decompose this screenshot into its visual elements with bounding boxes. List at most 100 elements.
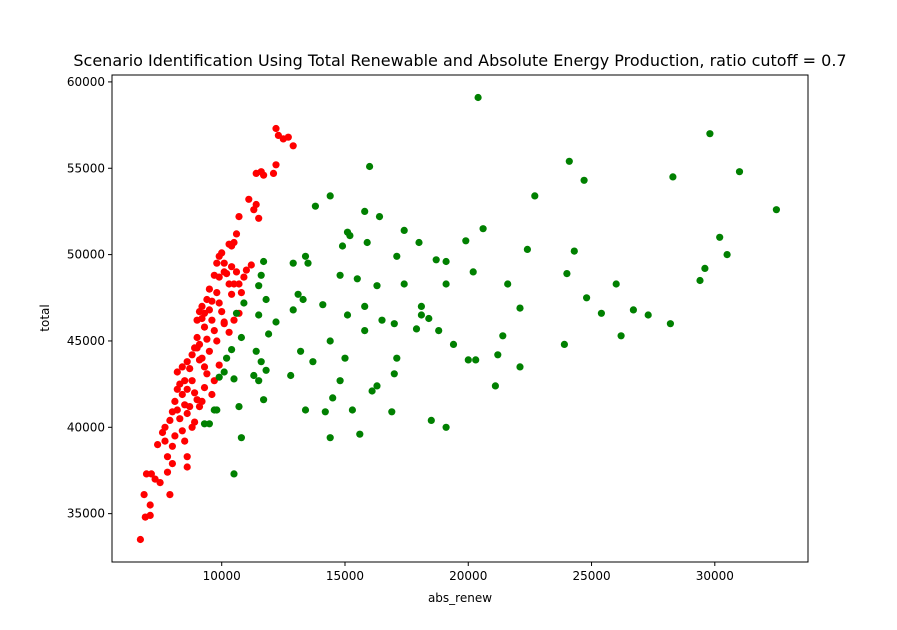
- red-data-point: [232, 268, 241, 276]
- red-data-point: [183, 385, 191, 393]
- red-data-point: [218, 308, 226, 316]
- green-data-point: [494, 351, 502, 359]
- red-data-point: [210, 327, 218, 335]
- red-data-point: [183, 358, 191, 366]
- green-data-point: [531, 192, 539, 200]
- green-data-point: [311, 202, 319, 210]
- red-data-point: [235, 213, 243, 221]
- red-data-point: [163, 468, 172, 476]
- green-data-point: [329, 394, 337, 402]
- green-data-point: [393, 354, 401, 362]
- green-data-point: [255, 377, 263, 385]
- red-data-point: [193, 344, 201, 352]
- green-data-point: [696, 276, 704, 285]
- red-data-point: [161, 423, 169, 431]
- red-data-point: [181, 437, 189, 445]
- red-data-point: [208, 316, 216, 324]
- green-data-point: [272, 318, 280, 326]
- red-data-point: [178, 363, 186, 371]
- plot-area: [111, 74, 809, 563]
- red-data-point: [237, 289, 245, 297]
- green-data-point: [299, 295, 307, 304]
- red-data-point: [173, 406, 181, 414]
- red-data-point: [147, 470, 155, 478]
- green-data-point: [205, 420, 213, 428]
- red-data-point: [176, 415, 184, 423]
- green-data-point: [706, 130, 714, 138]
- red-data-point: [151, 475, 159, 483]
- x-tick-label: 25000: [572, 569, 610, 583]
- green-data-point: [262, 366, 270, 374]
- green-data-point: [289, 306, 297, 314]
- green-data-point: [348, 406, 356, 414]
- green-data-point: [309, 358, 317, 366]
- green-data-point: [400, 280, 408, 288]
- green-data-point: [301, 252, 310, 260]
- green-data-point: [472, 356, 480, 364]
- red-data-point: [146, 511, 154, 519]
- green-data-point: [346, 232, 354, 240]
- green-data-point: [388, 408, 396, 416]
- green-data-point: [516, 304, 524, 312]
- red-data-point: [230, 280, 238, 288]
- red-data-point: [203, 335, 211, 343]
- green-data-point: [262, 295, 270, 304]
- red-data-point: [220, 320, 228, 328]
- green-data-point: [464, 356, 472, 364]
- green-data-point: [304, 259, 312, 267]
- red-data-point: [213, 337, 221, 345]
- red-data-point: [200, 363, 209, 371]
- green-data-point: [375, 213, 384, 221]
- green-data-point: [255, 282, 263, 290]
- green-data-point: [432, 256, 440, 264]
- green-data-point: [363, 238, 371, 247]
- x-axis-ticks: 10000 15000 20000 25000 30000: [203, 562, 734, 583]
- green-data-point: [442, 423, 450, 431]
- green-data-point: [523, 245, 532, 253]
- red-data-point: [136, 535, 144, 544]
- green-data-point: [516, 363, 524, 371]
- red-data-point: [213, 289, 221, 297]
- green-data-point: [220, 368, 228, 376]
- green-data-point: [361, 327, 369, 335]
- red-data-point: [161, 437, 169, 445]
- green-data-point: [353, 275, 361, 283]
- red-data-point: [198, 302, 206, 310]
- red-data-point: [245, 195, 253, 203]
- green-data-point: [326, 192, 334, 200]
- green-data-point: [257, 358, 265, 366]
- red-data-point: [171, 397, 179, 405]
- red-data-point: [203, 370, 211, 378]
- red-data-point: [213, 259, 221, 267]
- red-data-point: [193, 333, 201, 342]
- green-data-point: [504, 280, 512, 288]
- green-data-point: [336, 271, 344, 279]
- red-data-point: [163, 453, 172, 461]
- green-data-point: [240, 299, 248, 307]
- green-data-point: [319, 301, 327, 309]
- plot-frame: [111, 74, 809, 563]
- green-data-point: [772, 206, 781, 214]
- red-data-point: [156, 479, 164, 487]
- red-data-point: [186, 365, 194, 373]
- red-data-point: [208, 297, 216, 305]
- green-data-point: [469, 268, 477, 276]
- green-data-point: [723, 251, 731, 259]
- x-tick-label: 15000: [326, 569, 364, 583]
- red-data-point: [183, 453, 191, 461]
- green-data-point: [669, 173, 677, 181]
- green-data-point: [294, 290, 302, 298]
- red-data-point: [272, 124, 280, 133]
- green-data-point: [373, 282, 381, 290]
- green-data-point: [210, 406, 218, 414]
- red-data-point: [220, 259, 228, 267]
- red-data-point: [200, 384, 209, 392]
- green-data-point: [390, 370, 398, 378]
- green-data-point: [338, 242, 347, 250]
- green-data-point: [321, 408, 329, 416]
- green-data-point: [289, 259, 297, 267]
- red-data-point: [191, 418, 199, 426]
- green-data-point: [373, 382, 381, 390]
- green-data-point: [260, 257, 268, 266]
